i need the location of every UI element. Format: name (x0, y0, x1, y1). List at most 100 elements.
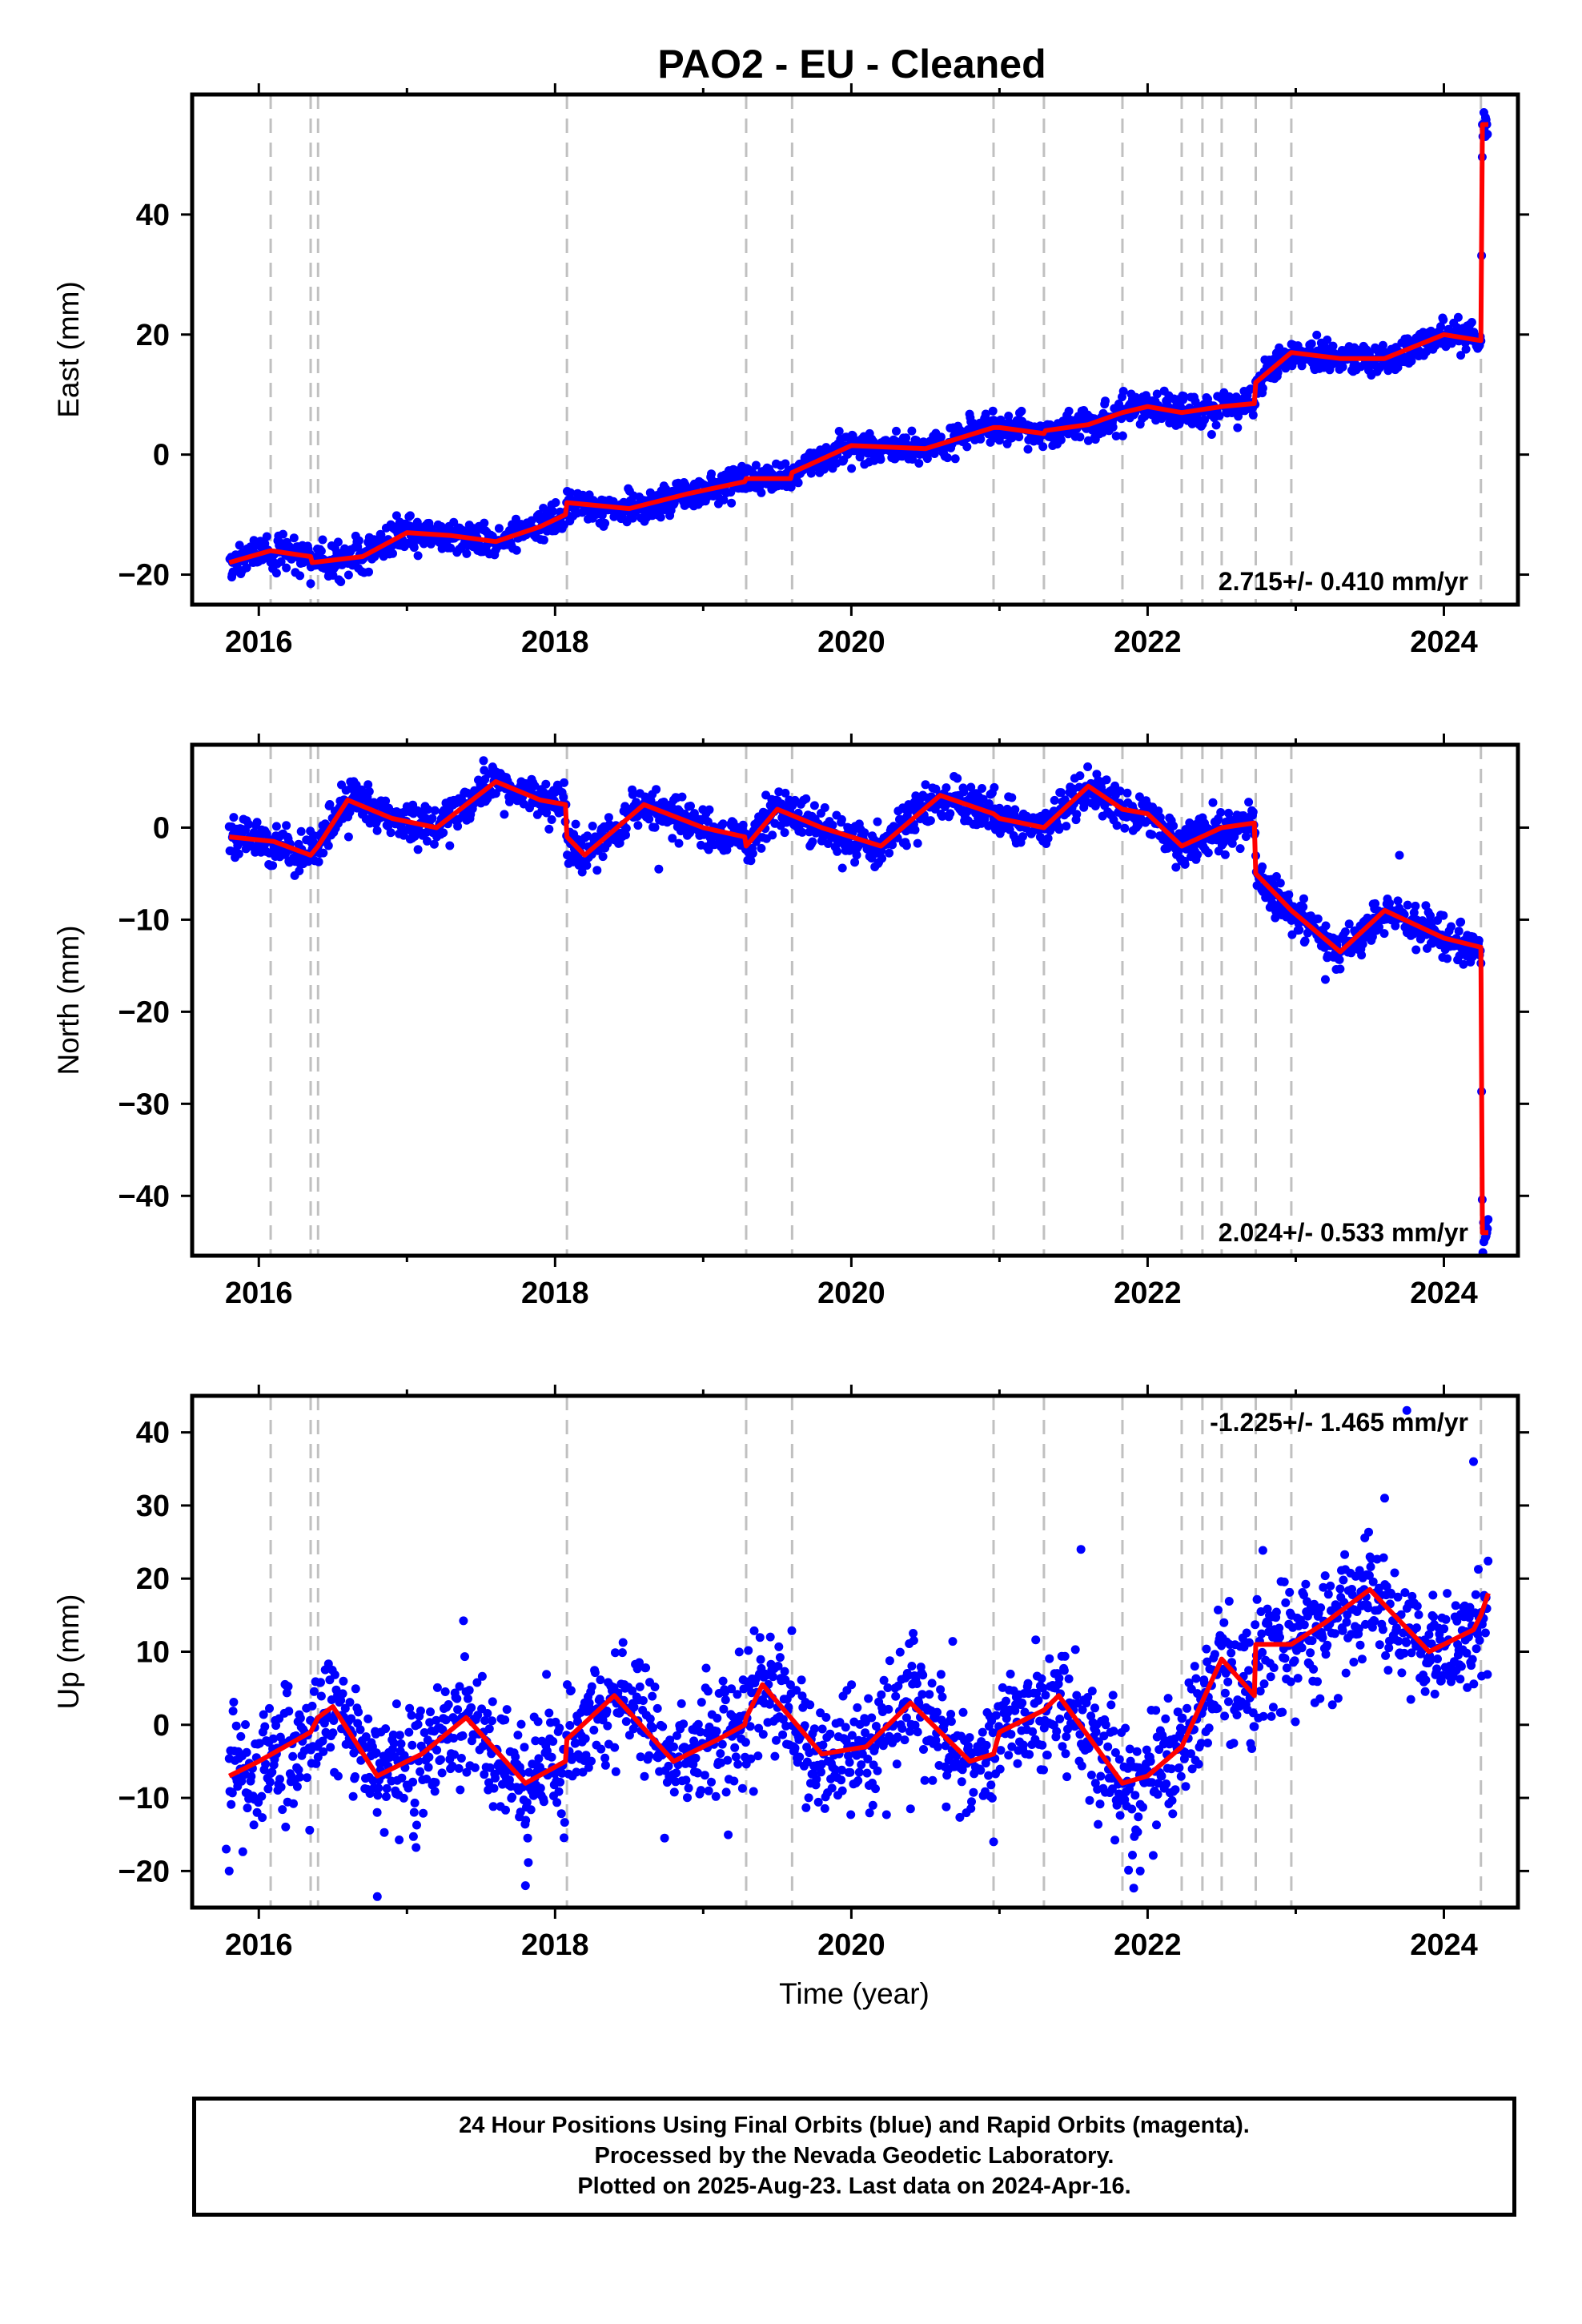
data-point (936, 1685, 946, 1695)
data-point (1474, 935, 1484, 945)
data-point (1258, 384, 1267, 393)
data-point (319, 848, 328, 858)
data-point (1110, 1748, 1120, 1757)
data-point (1248, 410, 1258, 420)
data-point (845, 1758, 854, 1767)
data-point (409, 1807, 419, 1817)
data-point (744, 1646, 753, 1655)
data-point (1099, 1731, 1109, 1741)
data-point (1032, 1689, 1042, 1698)
data-point (1363, 913, 1372, 923)
data-point (1241, 832, 1251, 842)
data-point (669, 1787, 679, 1797)
data-point (596, 1744, 606, 1754)
data-point (847, 1731, 857, 1740)
data-point (1208, 798, 1218, 807)
data-point (249, 828, 259, 837)
daily-positions (222, 1405, 1493, 1901)
data-point (363, 780, 373, 790)
data-point (480, 1770, 489, 1779)
data-point (910, 825, 920, 834)
data-point (813, 1797, 823, 1807)
data-point (1072, 810, 1082, 819)
data-point (1023, 444, 1033, 454)
data-point (528, 1791, 538, 1800)
data-point (453, 1705, 463, 1715)
data-point (754, 1723, 764, 1733)
data-point (881, 1810, 891, 1819)
data-point (388, 549, 397, 558)
data-point (1467, 318, 1476, 327)
data-point (470, 1763, 480, 1772)
data-point (307, 1701, 317, 1711)
data-point (888, 840, 897, 850)
data-point (1152, 389, 1162, 399)
data-point (397, 1773, 407, 1783)
data-point (282, 563, 291, 573)
data-point (854, 1767, 864, 1777)
data-point (276, 1783, 286, 1791)
data-point (462, 549, 472, 558)
data-point (800, 1721, 809, 1731)
data-point (388, 1730, 398, 1739)
data-point (729, 1776, 739, 1786)
data-point (957, 1777, 966, 1787)
data-point (412, 1820, 421, 1830)
data-point (777, 799, 786, 809)
data-point (674, 838, 684, 848)
data-point (1115, 1811, 1125, 1820)
data-point (921, 780, 930, 790)
data-point (847, 1680, 857, 1690)
data-point (850, 858, 860, 867)
data-point (347, 1714, 356, 1723)
data-point (1055, 1715, 1065, 1723)
data-point (1054, 825, 1064, 834)
data-point (723, 1755, 733, 1765)
data-point (837, 1786, 847, 1795)
data-point (405, 1703, 415, 1713)
data-point (749, 1787, 758, 1796)
data-point (429, 839, 439, 849)
data-point (508, 1792, 517, 1802)
x-tick-label: 2020 (817, 625, 885, 659)
data-point (618, 1638, 628, 1647)
data-point (551, 498, 560, 507)
data-point (325, 800, 335, 809)
data-point (1371, 899, 1380, 908)
x-tick-label: 2024 (1410, 1277, 1478, 1310)
data-point (539, 1797, 548, 1807)
data-point (712, 1727, 721, 1736)
data-point (1075, 432, 1085, 442)
plot-frame (190, 92, 1520, 607)
data-point (1124, 1865, 1134, 1875)
data-point (689, 1736, 699, 1746)
data-point (963, 1741, 973, 1751)
data-point (555, 1723, 564, 1733)
data-point (571, 819, 580, 829)
data-point (464, 1686, 474, 1695)
data-point (450, 1750, 459, 1759)
data-point (432, 1715, 441, 1725)
data-point (602, 1707, 612, 1715)
data-point (748, 849, 757, 858)
data-point (1299, 903, 1308, 911)
data-point (725, 838, 735, 848)
data-point (867, 1713, 877, 1723)
data-point (485, 1763, 495, 1772)
data-point (513, 1731, 523, 1740)
data-point (1020, 1707, 1030, 1717)
data-point (976, 1766, 986, 1775)
data-point (326, 1743, 335, 1752)
data-point (988, 406, 998, 416)
data-point (1114, 1755, 1124, 1764)
data-point (1056, 788, 1066, 798)
data-point (1018, 1740, 1028, 1750)
data-point (242, 1747, 251, 1757)
data-point (234, 849, 243, 858)
data-point (837, 1775, 846, 1785)
data-point (520, 1743, 529, 1752)
data-point (1409, 908, 1419, 918)
data-point (416, 1706, 425, 1715)
data-point (491, 1773, 500, 1783)
